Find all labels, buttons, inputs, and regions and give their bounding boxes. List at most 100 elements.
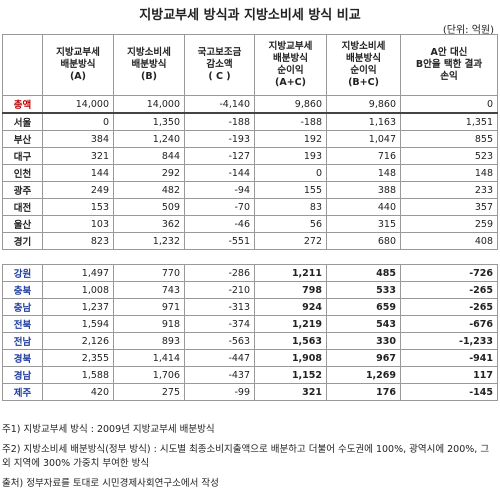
unit: (단위: 억원) <box>442 25 494 36</box>
cell: 176 <box>326 383 401 401</box>
cell: -374 <box>184 315 255 333</box>
cell: 117 <box>400 366 498 384</box>
column-header: 지방소비세 배분방식 순이익 (B+C) <box>326 34 401 96</box>
cell: -94 <box>184 181 255 199</box>
cell: 292 <box>113 164 185 182</box>
cell: 362 <box>113 215 185 233</box>
table-row: 제주 420 275 -99 321 176 -145 <box>2 383 498 401</box>
cell: 148 <box>326 164 401 182</box>
cell: 315 <box>326 215 401 233</box>
cell: 193 <box>254 147 327 165</box>
note: 주2) 지방소비세 배분방식(정부 방식) : 시도별 최종소비지출액으로 배분… <box>2 444 490 469</box>
cell: 9,860 <box>326 95 401 114</box>
cell: 1,414 <box>113 349 185 367</box>
cell: 1,351 <box>400 112 498 131</box>
table-row: 대전 153 509 -70 83 440 357 <box>2 198 498 216</box>
cell: -46 <box>184 215 255 233</box>
cell: 144 <box>42 164 114 182</box>
cell: 233 <box>400 181 498 199</box>
cell: 798 <box>254 281 327 299</box>
cell: -676 <box>400 315 498 333</box>
cell: -99 <box>184 383 255 401</box>
region-name: 전남 <box>2 332 43 350</box>
header-row: 지방교부세 배분방식 (A) 지방소비세 배분방식 (B) 국고보조금 감소액 ( … <box>2 34 498 96</box>
cell: 1,152 <box>254 366 327 384</box>
cell: 56 <box>254 215 327 233</box>
comparison-table: 지방교부세 배분방식 (A) 지방소비세 배분방식 (B) 국고보조금 감소액 ( … <box>2 34 498 401</box>
cell: 103 <box>42 215 114 233</box>
region-name: 강원 <box>2 264 43 282</box>
table-row: 충남 1,237 971 -313 924 659 -265 <box>2 298 498 316</box>
region-name: 인천 <box>2 164 43 182</box>
spacer-row <box>2 249 498 265</box>
cell: 259 <box>400 215 498 233</box>
cell: 659 <box>326 298 401 316</box>
column-header <box>2 34 43 96</box>
table-row: 충북 1,008 743 -210 798 533 -265 <box>2 281 498 299</box>
cell: 1,350 <box>113 112 185 131</box>
spacer-cell <box>400 249 498 265</box>
cell: 357 <box>400 198 498 216</box>
cell: 1,008 <box>42 281 114 299</box>
cell: 1,163 <box>326 112 401 131</box>
cell: -286 <box>184 264 255 282</box>
table-row: 총액 14,000 14,000 -4,140 9,860 9,860 0 <box>2 95 498 114</box>
cell: 716 <box>326 147 401 165</box>
cell: 83 <box>254 198 327 216</box>
spacer-cell <box>113 249 185 265</box>
cell: -4,140 <box>184 95 255 114</box>
cell: 844 <box>113 147 185 165</box>
column-header: 지방소비세 배분방식 (B) <box>113 34 185 96</box>
region-name: 서울 <box>2 112 43 131</box>
cell: 543 <box>326 315 401 333</box>
cell: -447 <box>184 349 255 367</box>
cell: 523 <box>400 147 498 165</box>
cell: -210 <box>184 281 255 299</box>
cell: 148 <box>400 164 498 182</box>
region-name: 충남 <box>2 298 43 316</box>
cell: 272 <box>254 232 327 250</box>
table-row: 광주 249 482 -94 155 388 233 <box>2 181 498 199</box>
region-name: 대전 <box>2 198 43 216</box>
table-row: 전남 2,126 893 -563 1,563 330 -1,233 <box>2 332 498 350</box>
spacer-cell <box>184 249 255 265</box>
cell: 1,594 <box>42 315 114 333</box>
cell: -1,233 <box>400 332 498 350</box>
cell: 743 <box>113 281 185 299</box>
cell: 408 <box>400 232 498 250</box>
region-name: 충북 <box>2 281 43 299</box>
table-row: 인천 144 292 -144 0 148 148 <box>2 164 498 182</box>
table-row: 경남 1,588 1,706 -437 1,152 1,269 117 <box>2 366 498 384</box>
spacer-cell <box>254 249 327 265</box>
region-name: 울산 <box>2 215 43 233</box>
table-row: 서울 0 1,350 -188 -188 1,163 1,351 <box>2 112 498 131</box>
table-row: 강원 1,497 770 -286 1,211 485 -726 <box>2 264 498 282</box>
column-header: A안 대신 B안을 택한 결과 손익 <box>400 34 498 96</box>
cell: 855 <box>400 130 498 148</box>
spacer-cell <box>326 249 401 265</box>
page: 지방교부세 방식과 지방소비세 방식 비교 (단위: 억원) 지방교부세 배분방… <box>2 8 498 489</box>
cell: 1,240 <box>113 130 185 148</box>
cell: -70 <box>184 198 255 216</box>
region-name: 대구 <box>2 147 43 165</box>
region-name: 광주 <box>2 181 43 199</box>
cell: 0 <box>400 95 498 114</box>
cell: 971 <box>113 298 185 316</box>
table-body: 총액 14,000 14,000 -4,140 9,860 9,860 0 서울 0 1,350-… <box>2 95 498 401</box>
title: 지방교부세 방식과 지방소비세 방식 비교 <box>139 8 361 23</box>
cell: -188 <box>254 112 327 131</box>
cell: -265 <box>400 298 498 316</box>
cell: 680 <box>326 232 401 250</box>
cell: 275 <box>113 383 185 401</box>
cell: -726 <box>400 264 498 282</box>
cell: 1,237 <box>42 298 114 316</box>
cell: 420 <box>42 383 114 401</box>
table-row: 전북 1,594 918 -374 1,219 543 -676 <box>2 315 498 333</box>
cell: 1,269 <box>326 366 401 384</box>
cell: 918 <box>113 315 185 333</box>
cell: 1,908 <box>254 349 327 367</box>
cell: -313 <box>184 298 255 316</box>
cell: 1,706 <box>113 366 185 384</box>
cell: 823 <box>42 232 114 250</box>
table-row: 울산 103 362 -46 56 315 259 <box>2 215 498 233</box>
